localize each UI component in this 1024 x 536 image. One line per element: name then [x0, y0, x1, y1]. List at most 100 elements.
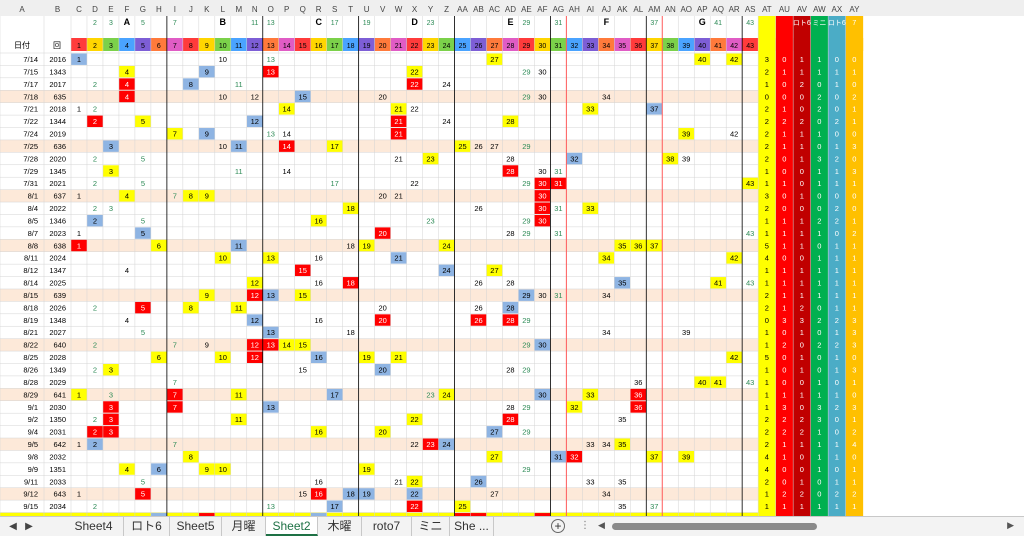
round-cell[interactable]: 2024 [49, 254, 66, 263]
stat-cell[interactable]: 1 [800, 266, 804, 275]
stat-cell[interactable]: 1 [782, 105, 786, 114]
number-cell-highlight[interactable] [71, 239, 87, 252]
column-header-x[interactable]: X [412, 5, 418, 14]
stat-cell[interactable]: 0 [800, 92, 804, 101]
date-cell[interactable]: 9/15 [23, 502, 38, 511]
stat-cell[interactable]: 0 [852, 80, 856, 89]
number-cell-highlight[interactable] [374, 426, 391, 438]
stat-cell[interactable]: 1 [817, 452, 821, 461]
round-cell[interactable]: 2027 [49, 328, 66, 337]
sheet-tab[interactable]: roto7 [362, 517, 412, 536]
number-cell[interactable]: 13 [267, 130, 275, 139]
stat-cell[interactable]: 3 [852, 341, 856, 350]
number-cell-highlight[interactable] [390, 351, 407, 363]
number-cell[interactable]: 12 [251, 353, 259, 362]
number-cell-highlight[interactable] [678, 128, 695, 140]
number-strip-cell[interactable] [678, 38, 695, 51]
number-cell[interactable]: 3 [109, 390, 113, 399]
stat-cell[interactable]: 0 [800, 378, 804, 387]
number-cell[interactable]: 14 [283, 341, 291, 350]
stat-cell[interactable]: 0 [817, 303, 821, 312]
number-cell-highlight[interactable] [726, 351, 743, 363]
stat-cell[interactable]: 1 [765, 229, 769, 238]
date-cell[interactable]: 7/15 [23, 67, 38, 76]
round-cell[interactable]: 1347 [49, 266, 66, 275]
number-cell[interactable]: 30 [538, 390, 546, 399]
number-cell[interactable]: 28 [506, 303, 514, 312]
table-row[interactable]: 8/22 640 2 7 9 12 13 14 15 29 30 1 2 0 2 2 3 [0, 338, 856, 352]
column-header-c[interactable]: C [76, 5, 82, 14]
number-cell[interactable]: 12 [251, 341, 259, 350]
stat-cell[interactable]: 4 [852, 440, 856, 449]
number-cell-highlight[interactable] [438, 239, 455, 252]
stat-cell[interactable]: 0 [800, 465, 804, 474]
round-cell[interactable]: 643 [53, 490, 66, 499]
number-cell[interactable]: 16 [315, 279, 323, 288]
column-header-k[interactable]: K [204, 5, 210, 14]
stat-cell[interactable]: 0 [800, 452, 804, 461]
number-cell[interactable]: 2 [93, 117, 97, 126]
number-strip-cell[interactable] [102, 38, 119, 51]
stat-cell[interactable]: 0 [782, 167, 786, 176]
date-cell[interactable]: 9/4 [28, 428, 38, 437]
number-cell-highlight[interactable] [166, 128, 183, 140]
number-cell[interactable]: 17 [330, 502, 338, 511]
round-cell[interactable]: 2033 [49, 477, 66, 486]
round-cell[interactable]: 635 [53, 92, 66, 101]
number-cell[interactable]: 34 [602, 254, 610, 263]
number-cell-highlight[interactable] [582, 388, 599, 401]
number-cell[interactable]: 3 [109, 366, 113, 375]
sheet-tab[interactable]: Sheet4 [64, 517, 124, 536]
stat-cell[interactable]: 3 [782, 316, 786, 325]
number-strip-cell[interactable] [502, 38, 519, 51]
scroll-right-icon[interactable]: ▶ [1007, 520, 1014, 530]
number-cell[interactable]: 30 [538, 291, 546, 300]
stat-cell[interactable]: 2 [817, 216, 821, 225]
number-cell[interactable]: 24 [442, 440, 450, 449]
number-cell-highlight[interactable] [310, 488, 327, 500]
stat-cell[interactable]: 0 [817, 117, 821, 126]
number-cell[interactable]: 16 [315, 316, 323, 325]
stat-cell[interactable]: 3 [765, 55, 769, 64]
number-cell[interactable]: 22 [410, 502, 418, 511]
stat-cell[interactable]: 4 [765, 254, 769, 263]
number-cell[interactable]: 21 [394, 192, 402, 201]
number-cell-highlight[interactable] [646, 103, 663, 115]
number-cell[interactable]: 13 [267, 291, 275, 300]
column-header-aj[interactable]: AJ [602, 5, 611, 14]
stat-cell[interactable]: 2 [835, 341, 839, 350]
number-cell-highlight[interactable] [150, 351, 167, 363]
stat-cell[interactable]: 0 [835, 428, 839, 437]
stat-cell[interactable]: 5 [765, 353, 769, 362]
stat-cell[interactable]: 1 [800, 353, 804, 362]
number-cell[interactable]: 43 [746, 279, 754, 288]
number-cell-highlight[interactable] [71, 53, 87, 65]
stat-cell[interactable]: 1 [765, 328, 769, 337]
stat-cell[interactable]: 0 [817, 328, 821, 337]
sheet-tab[interactable]: ロト6 [124, 517, 170, 536]
number-cell[interactable]: 29 [522, 291, 530, 300]
number-cell-highlight[interactable] [358, 463, 375, 475]
today-number-cell[interactable]: 6 [157, 515, 161, 516]
number-cell-highlight[interactable] [742, 177, 759, 190]
stat-cell[interactable]: 1 [817, 167, 821, 176]
column-header-s[interactable]: S [332, 5, 337, 14]
today-number-cell[interactable]: 25 [458, 515, 466, 516]
stat-cell[interactable]: 1 [765, 179, 769, 188]
number-cell[interactable]: 20 [378, 366, 386, 375]
stat-cell[interactable]: 1 [835, 328, 839, 337]
stat-cell[interactable]: 0 [835, 192, 839, 201]
table-row[interactable]: 7/18 635 4 10 12 15 20 29 30 34 0 0 0 2 0 2 [0, 90, 856, 103]
number-cell[interactable]: 16 [315, 216, 323, 225]
stat-cell[interactable]: 1 [765, 279, 769, 288]
number-cell[interactable]: 13 [267, 328, 275, 337]
number-cell-highlight[interactable] [566, 450, 583, 463]
number-strip-cell[interactable] [294, 38, 311, 51]
table-row[interactable]: 7/21 2018 1 2 14 21 22 33 37 2 1 0 2 0 1 [0, 102, 856, 116]
stat-cell[interactable]: 2 [782, 415, 786, 424]
stat-cell[interactable]: 1 [782, 266, 786, 275]
number-strip-cell[interactable] [198, 38, 215, 51]
date-cell[interactable]: 8/1 [28, 192, 38, 201]
stat-cell[interactable]: 1 [817, 266, 821, 275]
stat-cell[interactable]: 0 [817, 204, 821, 213]
